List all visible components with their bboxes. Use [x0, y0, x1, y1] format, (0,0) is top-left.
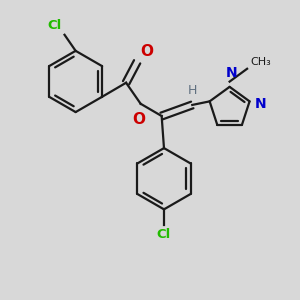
Text: O: O	[141, 44, 154, 59]
Text: N: N	[255, 97, 266, 111]
Text: O: O	[133, 112, 146, 127]
Text: H: H	[188, 84, 197, 97]
Text: Cl: Cl	[157, 228, 171, 241]
Text: CH₃: CH₃	[250, 57, 271, 67]
Text: Cl: Cl	[47, 20, 61, 32]
Text: N: N	[225, 66, 237, 80]
